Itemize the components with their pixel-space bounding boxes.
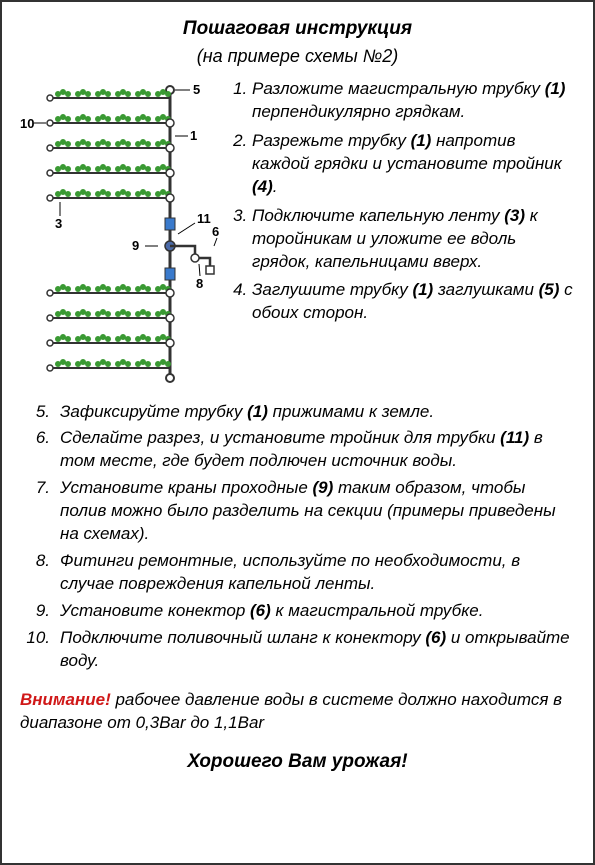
diagram-label-3: 3: [55, 216, 62, 231]
page-title: Пошаговая инструкция: [20, 16, 575, 42]
step-8: 8.Фитинги ремонтные, используйте по необ…: [20, 550, 575, 596]
warning-label: Внимание!: [20, 690, 111, 709]
step-2: Разрежьте трубку (1) напротив каждой гря…: [252, 130, 575, 199]
step-6: 6.Сделайте разрез, и установите тройник …: [20, 427, 575, 473]
diagram-label-5: 5: [193, 82, 200, 97]
step-7: 7.Установите краны проходные (9) таким о…: [20, 477, 575, 546]
irrigation-diagram: 5 1 10 3 9 11 6 8: [20, 78, 220, 395]
step-9: 9.Установите конектор (6) к магистрально…: [20, 600, 575, 623]
warning: Внимание! рабочее давление воды в систем…: [20, 689, 575, 735]
closing-text: Хорошего Вам урожая!: [20, 749, 575, 775]
steps-5-10: 5.Зафиксируйте трубку (1) прижимами к зе…: [20, 401, 575, 673]
step-1: Разложите магистральную трубку (1) перпе…: [252, 78, 575, 124]
top-section: 5 1 10 3 9 11 6 8 Разложите магистральну…: [20, 78, 575, 395]
page-subtitle: (на примере схемы №2): [20, 44, 575, 68]
diagram-label-1: 1: [190, 128, 197, 143]
diagram-label-11: 11: [197, 211, 211, 226]
step-10: 10.Подключите поливочный шланг к конекто…: [20, 627, 575, 673]
diagram-label-9: 9: [132, 238, 139, 253]
steps-1-4: Разложите магистральную трубку (1) перпе…: [230, 78, 575, 395]
diagram-label-10: 10: [20, 116, 34, 131]
step-5: 5.Зафиксируйте трубку (1) прижимами к зе…: [20, 401, 575, 424]
diagram-label-8: 8: [196, 276, 203, 291]
step-4: Заглушите трубку (1) заглушками (5) с об…: [252, 279, 575, 325]
step-3: Подключите капельную ленту (3) к торойни…: [252, 205, 575, 274]
page: Пошаговая инструкция (на примере схемы №…: [0, 0, 595, 865]
diagram-label-6: 6: [212, 224, 219, 239]
diagram-svg: 5 1 10 3 9 11 6 8: [20, 78, 220, 388]
